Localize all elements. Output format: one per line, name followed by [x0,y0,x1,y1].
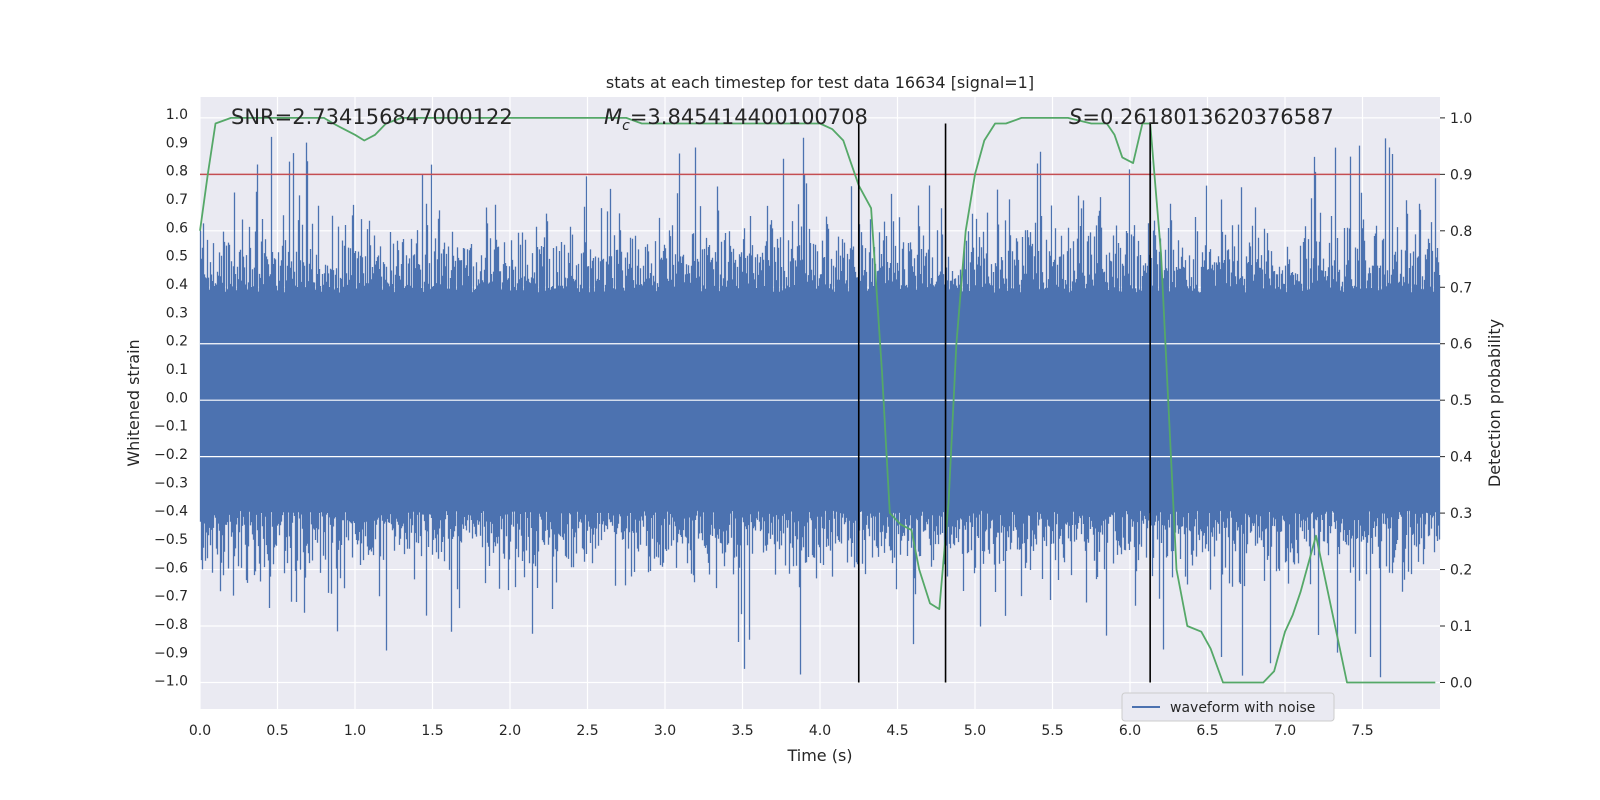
y2-tick-label: 0.2 [1450,563,1472,579]
y2-tick-label: 0.8 [1450,224,1472,240]
x-tick-label: 0.0 [189,723,211,739]
snr-annotation: SNR=2.734156847000122 [231,105,513,129]
y-tick-label: −0.5 [154,532,188,548]
event-markers [857,123,1151,683]
series-waveform-with-noise [199,136,1441,678]
x-tick-label: 3.0 [654,723,676,739]
y-tick-label: −0.9 [154,645,188,661]
x-tick-label: 5.0 [964,723,986,739]
chirp-mass-annotation: Mc=3.845414400100708 [604,105,868,134]
y2-axis-label: Detection probability [1485,319,1504,487]
y2-tick-label: 0.7 [1450,280,1472,296]
x-tick-label: 5.5 [1041,723,1063,739]
x-tick-label: 3.5 [731,723,753,739]
y-tick-label: 0.9 [166,135,188,151]
y-axis-ticks: 1.0 0.9 0.8 0.7 0.6 0.5 0.4 0.3 0.2 0.1 0.0 −0.1 −0.… [154,107,188,690]
y-tick-label: −0.7 [154,589,188,605]
y-tick-label: 0.1 [166,362,188,378]
y2-tick-label: 0.6 [1450,337,1472,353]
y2-tick-label: 0.0 [1450,675,1472,691]
x-tick-label: 7.5 [1351,723,1373,739]
chirp-mass-subscript: c [622,118,630,134]
y2-tick-label: 1.0 [1450,111,1472,127]
y-tick-label: 0.6 [166,220,188,236]
legend-box [1121,692,1335,722]
y-tick-label: 0.0 [166,390,188,406]
y-tick-label: 0.4 [166,277,188,293]
y-tick-label: −0.6 [154,560,188,576]
y-tick-label: −0.8 [154,617,188,633]
x-tick-label: 1.5 [421,723,443,739]
y-tick-label: 0.3 [166,305,188,321]
probability-line [199,117,1436,684]
y-tick-label: 0.5 [166,249,188,265]
chart-title: stats at each timestep for test data 166… [606,73,1034,92]
y-tick-label: −0.3 [154,475,188,491]
y2-tick-label: 0.1 [1450,619,1472,635]
x-axis-label: Time (s) [786,746,852,765]
s-value: =0.2618013620376587 [1082,105,1333,129]
x-tick-label: 2.5 [576,723,598,739]
x-tick-label: 0.5 [266,723,288,739]
series-detection-probability [199,117,1436,684]
legend: waveform with noise [1121,692,1335,722]
x-axis-ticks: 0.0 0.5 1.0 1.5 2.0 2.5 3.0 3.5 4.0 4.5 5.0 5.5 6.0 6… [189,723,1374,739]
x-tick-label: 2.0 [499,723,521,739]
y-tick-label: 0.7 [166,192,188,208]
x-tick-label: 7.0 [1274,723,1296,739]
y-tick-label: −0.1 [154,419,188,435]
y-tick-label: −0.4 [154,504,188,520]
y-tick-label: 0.2 [166,334,188,350]
y-tick-label: 0.8 [166,164,188,180]
y-tick-label: −1.0 [154,674,188,690]
x-tick-label: 6.5 [1196,723,1218,739]
x-tick-label: 6.0 [1119,723,1141,739]
y-tick-label: 1.0 [166,107,188,123]
x-tick-label: 4.5 [886,723,908,739]
waveform-core [200,292,1440,511]
x-tick-label: 1.0 [344,723,366,739]
y2-tick-label: 0.4 [1450,450,1472,466]
y2-axis-ticks: 1.0 0.9 0.8 0.7 0.6 0.5 0.4 0.3 0.2 0.1 0.0 [1440,111,1472,691]
s-symbol: S [1069,105,1082,129]
y-axis-label: Whitened strain [124,339,143,466]
y2-tick-label: 0.5 [1450,393,1472,409]
s-annotation: S=0.2618013620376587 [1069,105,1334,129]
chirp-mass-symbol: M [604,105,622,129]
legend-entry: waveform with noise [1170,700,1315,716]
x-tick-label: 4.0 [809,723,831,739]
y2-tick-label: 0.3 [1450,506,1472,522]
chirp-mass-value: =3.845414400100708 [630,105,868,129]
y-tick-label: −0.2 [154,447,188,463]
y2-tick-label: 0.9 [1450,167,1472,183]
